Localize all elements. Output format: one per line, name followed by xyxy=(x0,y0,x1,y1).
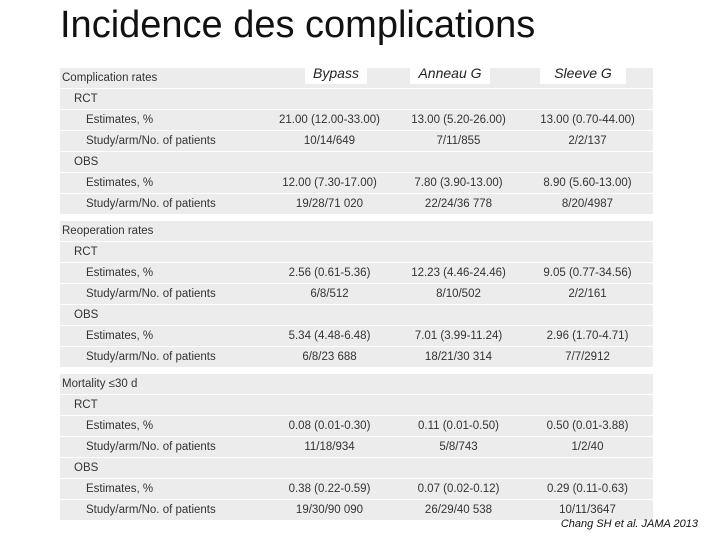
table-cell: 6/8/512 xyxy=(310,288,349,300)
slide-title: Incidence des complications xyxy=(60,4,536,46)
table-cell: 8.90 (5.60-13.00) xyxy=(543,177,632,189)
row-label: Estimates, % xyxy=(86,330,154,342)
table-cell: 8/20/4987 xyxy=(561,198,614,210)
data-row: Study/arm/No. of patients 11/18/934 5/8/74… xyxy=(60,437,653,458)
table-cell: 13.00 (5.20-26.00) xyxy=(411,114,506,126)
row-label: Study/arm/No. of patients xyxy=(86,198,216,210)
group-label: RCT xyxy=(74,246,98,258)
table-cell: 12.23 (4.46-24.46) xyxy=(411,267,506,279)
table-cell: 19/30/90 090 xyxy=(295,504,364,516)
data-row: Study/arm/No. of patients 6/8/512 8/10/502… xyxy=(60,284,653,305)
group-label: OBS xyxy=(74,462,99,474)
data-row: Estimates, % 12.00 (7.30-17.00) 7.80 (3.90… xyxy=(60,173,653,194)
table-cell: 0.07 (0.02-0.12) xyxy=(417,483,500,495)
group-label: RCT xyxy=(74,399,98,411)
section-header-row: Reoperation rates xyxy=(60,221,653,242)
data-row: Estimates, % 21.00 (12.00-33.00) 13.00 (5.… xyxy=(60,110,653,131)
table-section: Mortality ≤30 d RCT Estimates, % 0.08 (0.01… xyxy=(60,374,653,521)
table-cell: 2/2/137 xyxy=(568,135,607,147)
data-row: Study/arm/No. of patients 19/28/71 020 22/… xyxy=(60,194,653,215)
section-title: Mortality ≤30 d xyxy=(62,378,138,390)
table-cell: 0.38 (0.22-0.59) xyxy=(288,483,371,495)
table-cell: 0.11 (0.01-0.50) xyxy=(418,420,499,432)
section-title: Reoperation rates xyxy=(62,225,154,237)
section-header-row: Mortality ≤30 d xyxy=(60,374,653,395)
table-cell: 2/2/161 xyxy=(568,288,607,300)
table-cell: 10/11/3647 xyxy=(559,504,616,516)
table-section: Complication rates RCT Estimates, % 21.00 (… xyxy=(60,68,653,215)
row-label: Study/arm/No. of patients xyxy=(86,135,216,147)
row-label: Estimates, % xyxy=(86,420,154,432)
table-cell: 13.00 (0.70-44.00) xyxy=(540,114,635,126)
group-row: OBS xyxy=(60,305,653,326)
table-cell: 0.50 (0.01-3.88) xyxy=(546,420,629,432)
section-header-row: Complication rates xyxy=(60,68,653,89)
table-cell: 5.34 (4.48-6.48) xyxy=(288,330,371,342)
table-cell: 8/10/502 xyxy=(436,288,481,300)
table-cell: 6/8/23 688 xyxy=(302,351,357,363)
table-cell: 2.96 (1.70-4.71) xyxy=(546,330,629,342)
row-label: Study/arm/No. of patients xyxy=(86,288,216,300)
data-row: Study/arm/No. of patients 6/8/23 688 18/21… xyxy=(60,347,653,368)
table-cell: 21.00 (12.00-33.00) xyxy=(278,114,381,126)
table-cell: 22/24/36 778 xyxy=(424,198,493,210)
section-title: Complication rates xyxy=(62,72,158,84)
group-row: OBS xyxy=(60,152,653,173)
table-cell: 0.29 (0.11-0.63) xyxy=(547,483,628,495)
row-label: Estimates, % xyxy=(86,114,154,126)
group-row: RCT xyxy=(60,395,653,416)
table-cell: 2.56 (0.61-5.36) xyxy=(288,267,371,279)
group-label: RCT xyxy=(74,93,98,105)
row-label: Study/arm/No. of patients xyxy=(86,504,216,516)
row-label: Study/arm/No. of patients xyxy=(86,351,216,363)
group-label: OBS xyxy=(74,309,99,321)
table-section: Reoperation rates RCT Estimates, % 2.56 (0.… xyxy=(60,221,653,368)
table-cell: 7.80 (3.90-13.00) xyxy=(414,177,503,189)
row-label: Study/arm/No. of patients xyxy=(86,441,216,453)
citation: Chang SH et al. JAMA 2013 xyxy=(560,518,698,530)
table-cell: 7/7/2912 xyxy=(565,351,610,363)
column-header: Sleeve G xyxy=(540,62,626,84)
data-row: Estimates, % 5.34 (4.48-6.48) 7.01 (3.99-1… xyxy=(60,326,653,347)
table-cell: 0.08 (0.01-0.30) xyxy=(288,420,371,432)
data-row: Estimates, % 0.08 (0.01-0.30) 0.11 (0.01-0… xyxy=(60,416,653,437)
row-label: Estimates, % xyxy=(86,267,154,279)
table-cell: 19/28/71 020 xyxy=(295,198,364,210)
table-cell: 7.01 (3.99-11.24) xyxy=(414,330,503,342)
table-cell: 11/18/934 xyxy=(304,441,355,453)
table-cell: 5/8/743 xyxy=(439,441,478,453)
table-cell: 1/2/40 xyxy=(571,441,604,453)
group-row: OBS xyxy=(60,458,653,479)
group-label: OBS xyxy=(74,156,99,168)
table-cell: 12.00 (7.30-17.00) xyxy=(282,177,377,189)
table-cell: 26/29/40 538 xyxy=(424,504,493,516)
data-row: Study/arm/No. of patients 19/30/90 090 26/… xyxy=(60,500,653,521)
group-row: RCT xyxy=(60,242,653,263)
results-table: Complication rates RCT Estimates, % 21.00 (… xyxy=(60,68,653,527)
table-cell: 10/14/649 xyxy=(303,135,356,147)
column-header: Bypass xyxy=(305,62,367,84)
table-cell: 9.05 (0.77-34.56) xyxy=(543,267,632,279)
row-label: Estimates, % xyxy=(86,483,154,495)
data-row: Study/arm/No. of patients 10/14/649 7/11/8… xyxy=(60,131,653,152)
column-header: Anneau G xyxy=(410,62,490,84)
table-cell: 18/21/30 314 xyxy=(424,351,493,363)
row-label: Estimates, % xyxy=(86,177,154,189)
group-row: RCT xyxy=(60,89,653,110)
data-row: Estimates, % 2.56 (0.61-5.36) 12.23 (4.46-… xyxy=(60,263,653,284)
table-cell: 7/11/855 xyxy=(436,135,481,147)
data-row: Estimates, % 0.38 (0.22-0.59) 0.07 (0.02-0… xyxy=(60,479,653,500)
